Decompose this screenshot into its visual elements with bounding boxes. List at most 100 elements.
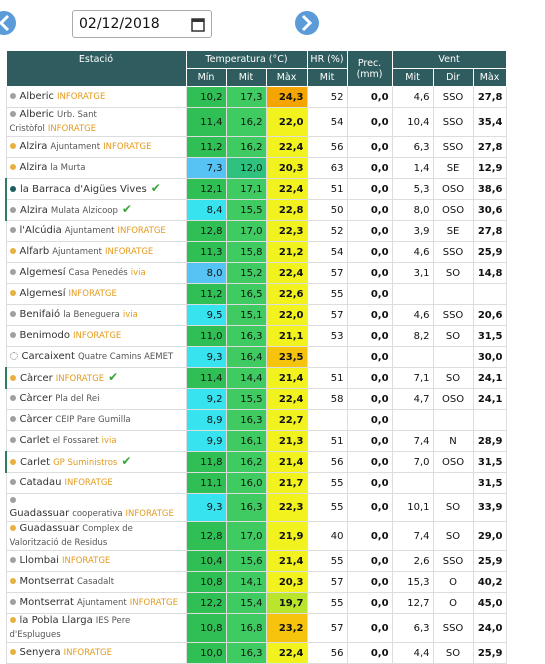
calendar-icon[interactable] — [191, 17, 205, 32]
wind-dir: SO — [432, 493, 474, 522]
date-input[interactable]: 02/12/2018 — [72, 10, 212, 38]
temp-mit: 14,4 — [225, 367, 267, 389]
wind-mit-value: 4,4 — [413, 647, 430, 659]
temp-max: 21,9 — [265, 521, 308, 551]
precipitation-value: 0,0 — [370, 456, 389, 468]
station-row: la Pobla Llarga IES Pere d'Esplugues 10,8 1… — [5, 613, 507, 643]
temp-mit-value: 16,3 — [240, 330, 263, 342]
temp-max-value: 21,2 — [278, 246, 304, 258]
temp-max: 22,3 — [265, 220, 308, 242]
date-navigation: 02/12/2018 — [0, 0, 545, 44]
temp-min: 11,4 — [185, 107, 227, 137]
wind-max-value: 27,8 — [477, 91, 503, 103]
temp-mit: 15,5 — [225, 199, 267, 221]
station-cell: Catadau INFORATGE — [5, 472, 187, 494]
wind-max: 31,5 — [472, 472, 507, 494]
precipitation: 0,0 — [346, 550, 393, 572]
wind-max: 29,0 — [472, 521, 507, 551]
station-detail: Quatre Camins AEMET — [77, 352, 174, 362]
wind-max: 30,0 — [472, 346, 507, 368]
temp-min-value: 12,1 — [200, 183, 223, 195]
temp-max: 22,4 — [265, 388, 308, 410]
hr-mit: 55 — [306, 472, 348, 494]
temp-mit-value: 16,2 — [240, 456, 263, 468]
wind-mit-value: 4,7 — [413, 393, 430, 405]
temp-mit: 16,1 — [225, 430, 267, 452]
temp-mit: 15,2 — [225, 262, 267, 284]
wind-dir-value: SO — [445, 267, 461, 279]
station-row: Alberic Urb. Sant Cristòfol INFORATGE 11,4 1… — [5, 107, 507, 137]
wind-dir: OSO — [432, 388, 474, 410]
temp-max-value: 22,3 — [278, 225, 304, 237]
station-row: Càrcer CEIP Pare Gumilla 8,9 16,3 22,7 0,0 — [5, 409, 507, 431]
next-button[interactable] — [295, 11, 319, 35]
wind-max — [472, 283, 507, 305]
temp-mit-value: 16,2 — [240, 116, 263, 128]
temp-max-value: 23,5 — [278, 351, 304, 363]
hr-mit: 52 — [306, 220, 348, 242]
wind-max: 24,1 — [472, 367, 507, 389]
temp-min: 11,4 — [185, 367, 227, 389]
hr-mit: 55 — [306, 283, 348, 305]
wind-max-value: 20,6 — [477, 309, 503, 321]
header-temperature: Temperatura (°C) — [185, 50, 308, 69]
temp-mit-value: 15,4 — [240, 597, 263, 609]
station-cell: Alzira la Murta — [5, 157, 187, 179]
temp-min: 11,8 — [185, 451, 227, 473]
wind-dir: SO — [432, 521, 474, 551]
temp-max-value: 23,2 — [278, 622, 304, 634]
wind-dir: OSO — [432, 199, 474, 221]
status-dot — [10, 374, 16, 381]
station-name: Carcaixent — [21, 351, 75, 362]
precipitation: 0,0 — [346, 571, 393, 593]
hr-mit-value: 55 — [330, 502, 344, 513]
station-source: INFORATGE — [57, 92, 106, 102]
temp-max: 21,1 — [265, 325, 308, 347]
wind-max: 25,9 — [472, 642, 507, 664]
station-name: Guadassuar — [9, 508, 70, 519]
hr-mit — [306, 409, 348, 431]
precipitation: 0,0 — [346, 367, 393, 389]
wind-max-value: 14,8 — [477, 267, 503, 279]
hr-mit-value: 40 — [330, 530, 344, 542]
precipitation: 0,0 — [346, 472, 393, 494]
hr-mit: 51 — [306, 367, 348, 389]
station-source: ivia — [122, 310, 138, 320]
hr-mit-value: 56 — [330, 141, 344, 153]
temp-mit: 16,3 — [225, 642, 267, 664]
station-row: Algemesí Casa Penedés ivia 8,0 15,2 22,4 57 0,0… — [5, 262, 507, 284]
wind-dir-value: SSO — [442, 309, 464, 321]
temp-max: 23,5 — [265, 346, 308, 368]
status-dot — [10, 206, 16, 213]
wind-dir-value: OSO — [441, 204, 465, 216]
station-name: Montserrat — [19, 576, 74, 587]
wind-max-value: 24,1 — [477, 393, 503, 405]
hr-mit-value: 55 — [330, 555, 344, 567]
status-dot — [9, 395, 16, 401]
hr-mit-value: 54 — [330, 116, 344, 128]
wind-dir: SO — [432, 262, 474, 284]
wind-mit: 2,6 — [391, 550, 434, 572]
wind-max: 20,6 — [472, 304, 507, 326]
wind-dir-value: SSO — [442, 141, 464, 153]
wind-max: 24,1 — [472, 388, 507, 410]
prev-button[interactable] — [0, 11, 16, 35]
station-detail: IES Pere d'Esplugues — [9, 616, 131, 640]
temp-mit: 16,4 — [225, 346, 267, 368]
wind-dir: SSO — [432, 613, 474, 643]
temp-min-value: 11,2 — [200, 141, 223, 153]
wind-max-value: 27,8 — [477, 141, 503, 153]
precipitation-value: 0,0 — [370, 91, 389, 103]
hr-mit-value: 57 — [330, 309, 344, 321]
precipitation-value: 0,0 — [370, 183, 389, 195]
wind-dir — [432, 346, 474, 368]
header-temp-mit: Mit — [225, 68, 267, 87]
station-name: Algemesí — [19, 267, 66, 278]
station-cell: Alfarb Ajuntament INFORATGE — [5, 241, 187, 263]
precipitation-value: 0,0 — [370, 597, 389, 609]
wind-mit-value: 4,6 — [413, 91, 430, 103]
station-row: Alfarb Ajuntament INFORATGE 11,3 15,8 21,2 54 0… — [5, 241, 507, 263]
temp-min-value: 11,4 — [200, 116, 223, 128]
precipitation-value: 0,0 — [370, 414, 389, 426]
precipitation: 0,0 — [346, 613, 393, 643]
